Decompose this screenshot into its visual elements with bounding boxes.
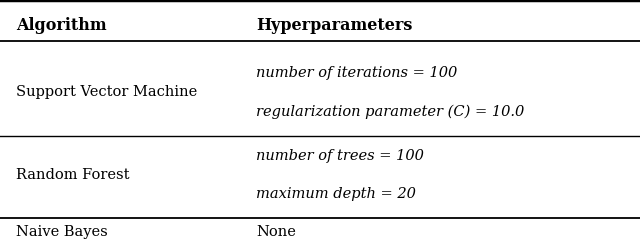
Text: Algorithm: Algorithm: [16, 17, 107, 34]
Text: Support Vector Machine: Support Vector Machine: [16, 85, 197, 99]
Text: Hyperparameters: Hyperparameters: [256, 17, 412, 34]
Text: regularization parameter (C) = 10.0: regularization parameter (C) = 10.0: [256, 104, 524, 119]
Text: maximum depth = 20: maximum depth = 20: [256, 187, 416, 201]
Text: Random Forest: Random Forest: [16, 168, 129, 182]
Text: None: None: [256, 225, 296, 239]
Text: number of iterations = 100: number of iterations = 100: [256, 66, 457, 80]
Text: number of trees = 100: number of trees = 100: [256, 149, 424, 163]
Text: Naive Bayes: Naive Bayes: [16, 225, 108, 239]
